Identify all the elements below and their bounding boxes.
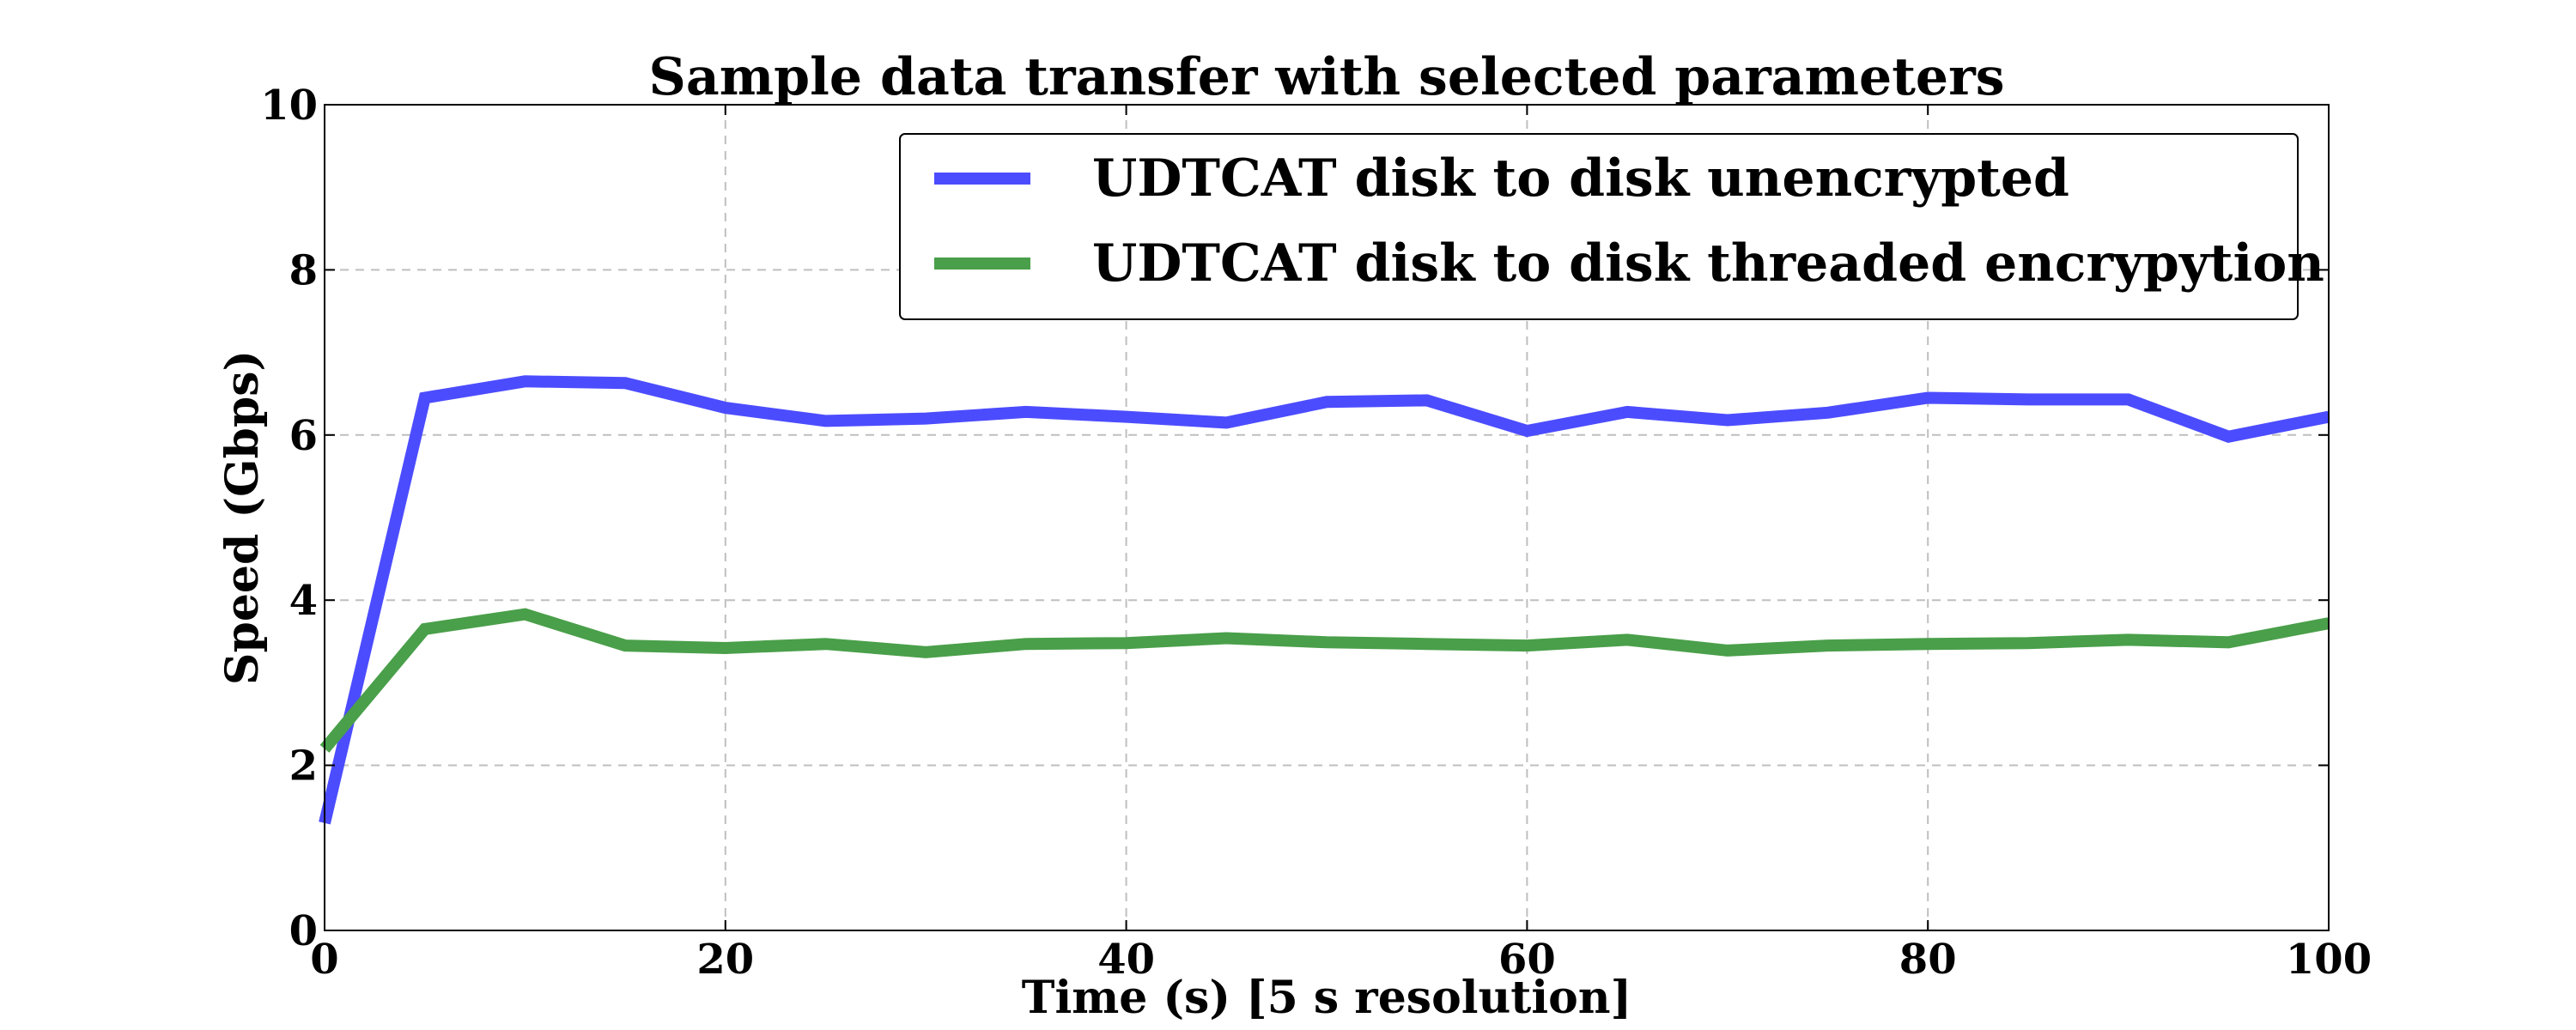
series-lines [319, 375, 2330, 825]
x-tick-label: 100 [2286, 936, 2372, 984]
x-tick-label: 20 [696, 936, 754, 984]
y-tick-label: 6 [289, 412, 318, 460]
legend: UDTCAT disk to disk unencrypted UDTCAT d… [899, 133, 2324, 320]
x-tick-label: 80 [1899, 936, 1957, 984]
x-tick-label: 0 [310, 936, 338, 984]
legend-label-unencrypted: UDTCAT disk to disk unencrypted [1092, 148, 2069, 209]
legend-box [899, 133, 2299, 320]
plot-frame [324, 104, 2330, 931]
y-tick-label: 4 [289, 577, 318, 625]
y-tick-label: 2 [289, 742, 318, 791]
series-line-unencrypted [319, 375, 2330, 825]
series-line-threaded-encryption [319, 608, 2330, 753]
y-axis-label: Speed (Gbps) [216, 350, 269, 685]
x-tick-label: 60 [1498, 936, 1556, 984]
x-tick-label: 40 [1097, 936, 1155, 984]
y-tick-label: 8 [289, 246, 318, 294]
chart-title: Sample data transfer with selected param… [648, 47, 2004, 107]
x-axis-label: Time (s) [5 s resolution] [1022, 972, 1631, 1024]
axis-ticks: 0 20 40 60 80 100 0 2 4 6 8 10 [260, 82, 2372, 984]
y-tick-label: 10 [260, 82, 318, 130]
legend-label-threaded-encryption: UDTCAT disk to disk threaded encrypytion [1092, 233, 2324, 294]
y-tick-label: 0 [289, 907, 318, 955]
